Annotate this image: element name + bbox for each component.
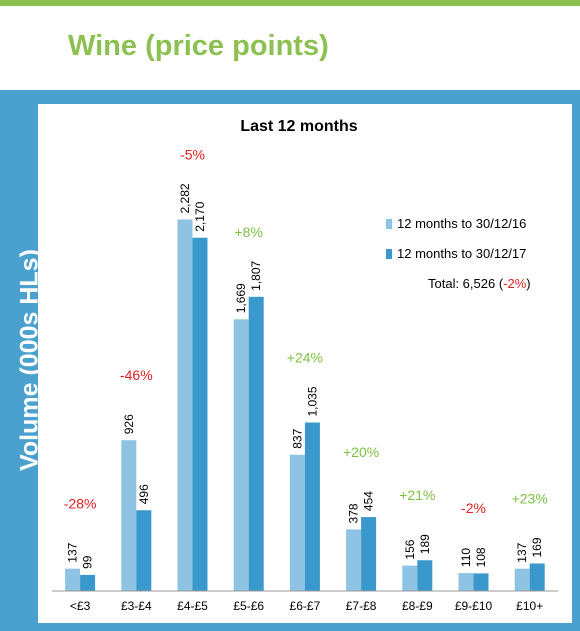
total-note: Total: 6,526 (-2%) xyxy=(428,276,531,291)
data-label: 2,282 xyxy=(178,183,192,213)
change-label: -46% xyxy=(120,367,153,383)
data-label: 189 xyxy=(418,534,432,554)
data-label: 496 xyxy=(137,484,151,504)
x-tick-label: £7-£8 xyxy=(346,599,377,613)
change-label: -2% xyxy=(461,500,486,516)
data-label: 837 xyxy=(290,428,304,448)
x-tick-label: £5-£6 xyxy=(233,599,264,613)
data-label: 926 xyxy=(122,414,136,434)
data-label: 1,807 xyxy=(249,260,263,290)
legend-label-2017: 12 months to 30/12/17 xyxy=(397,246,526,261)
bar xyxy=(289,454,305,591)
x-tick-label: £6-£7 xyxy=(290,599,321,613)
x-tick-label: <£3 xyxy=(70,599,91,613)
bar xyxy=(233,319,249,591)
data-label: 454 xyxy=(362,491,376,511)
top-accent-rule xyxy=(0,0,580,6)
chart-title: Last 12 months xyxy=(240,118,357,135)
change-label: +24% xyxy=(287,350,323,366)
change-label: +23% xyxy=(512,490,548,506)
data-label: 108 xyxy=(474,547,488,567)
bar xyxy=(361,517,377,591)
total-change: -2% xyxy=(503,276,527,291)
legend: 12 months to 30/12/16 12 months to 30/12… xyxy=(386,216,526,261)
total-prefix: Total: 6,526 ( xyxy=(428,276,504,291)
bar xyxy=(248,296,264,591)
legend-label-2016: 12 months to 30/12/16 xyxy=(397,216,526,231)
change-labels: -28% -46% -5% +8% +24% +20% +21% -2% +23% xyxy=(64,146,548,516)
data-label: 1,035 xyxy=(305,386,319,416)
data-label: 156 xyxy=(403,539,417,559)
bar xyxy=(473,573,489,591)
bar xyxy=(121,440,137,591)
data-label: 137 xyxy=(66,542,80,562)
bar xyxy=(80,574,96,591)
bar xyxy=(514,568,530,591)
change-label: -28% xyxy=(64,496,97,512)
slide-title: Wine (price points) xyxy=(68,30,329,62)
bar xyxy=(529,563,545,591)
bar xyxy=(177,219,193,591)
change-label: +8% xyxy=(234,224,262,240)
x-tick-label: £3-£4 xyxy=(121,599,152,613)
data-label: 99 xyxy=(81,555,95,569)
legend-swatch-2016 xyxy=(386,219,392,229)
bars xyxy=(65,219,545,591)
bar xyxy=(304,422,320,591)
legend-swatch-2017 xyxy=(386,249,392,259)
bar xyxy=(136,510,152,591)
data-label: 1,669 xyxy=(234,283,248,313)
total-suffix: ) xyxy=(526,276,530,291)
data-label: 137 xyxy=(515,542,529,562)
data-label: 2,170 xyxy=(193,201,207,231)
x-tick-label: £9-£10 xyxy=(455,599,493,613)
change-label: +21% xyxy=(399,487,435,503)
data-label: 169 xyxy=(530,537,544,557)
data-label: 110 xyxy=(459,548,473,567)
chart-area: Last 12 months 137 99 926 496 2,282 2,170 1,66… xyxy=(38,104,572,623)
x-tick-labels: <£3 £3-£4 £4-£5 £5-£6 £6-£7 £7-£8 £8-£9 £9-£10 £… xyxy=(70,599,543,613)
value-labels: 137 999264962,2822,1701,6691,8078371,0353… xyxy=(66,183,545,569)
bar xyxy=(192,237,208,591)
bar xyxy=(65,568,81,591)
bar xyxy=(417,560,433,591)
bar xyxy=(346,529,362,591)
change-label: -5% xyxy=(180,146,205,162)
change-label: +20% xyxy=(343,444,379,460)
bar xyxy=(402,565,418,591)
data-label: 378 xyxy=(347,503,361,523)
x-tick-label: £8-£9 xyxy=(402,599,433,613)
bar-chart: Last 12 months 137 999264962,2822,1701,66… xyxy=(52,118,558,613)
bar xyxy=(458,573,474,591)
x-tick-label: £4-£5 xyxy=(177,599,208,613)
x-tick-label: £10+ xyxy=(516,599,543,613)
